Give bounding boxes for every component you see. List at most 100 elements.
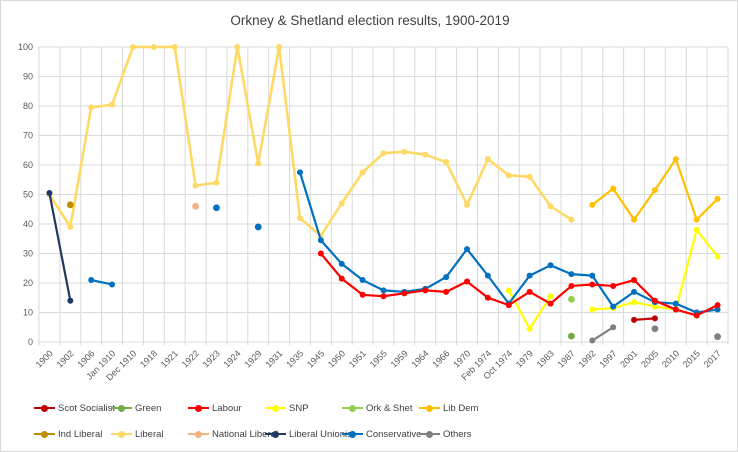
series-marker-labour [589,281,596,288]
series-marker-conservative [547,262,554,269]
y-axis-label: 40 [23,219,33,229]
series-marker-labour [568,282,575,289]
series-marker-labour [505,302,512,309]
x-axis-label: 1902 [54,348,75,369]
series-marker-conservative [380,287,387,294]
series-marker-labour [443,288,450,295]
series-marker-others [589,337,596,344]
series-marker-conservative [610,303,617,310]
series-marker-scot-socialist [631,316,638,323]
y-axis-label: 20 [23,278,33,288]
series-marker-liberal [338,200,345,207]
chart-legend: Scot Socialist Green Labour SNP Ork & Shet Li… [34,402,496,440]
series-marker-conservative [464,246,471,253]
legend-item: Ork & Shet [342,402,419,414]
series-marker-liberal [443,159,450,166]
series-marker-conservative [714,306,721,313]
series-marker-labour [610,282,617,289]
y-axis-label: 70 [23,131,33,141]
legend-dot [41,430,48,438]
legend-marker-icon [342,404,363,413]
series-marker-conservative [88,277,95,284]
y-axis-label: 50 [23,190,33,200]
series-marker-labour [359,291,366,298]
series-marker-labour [380,293,387,300]
series-marker-snp [505,287,512,294]
series-marker-labour [672,306,679,313]
series-marker-labour [547,300,554,307]
series-marker-conservative [359,277,366,284]
series-line-scot-socialist [632,317,657,321]
legend-label: Others [443,428,472,440]
series-marker-snp [714,253,721,260]
legend-marker-icon [34,404,55,413]
legend-dot [41,404,48,412]
x-axis-label: 1966 [430,348,451,369]
series-marker-liberal-unionist [67,297,74,304]
legend-item: Liberal [111,428,188,440]
x-axis-label: 1924 [222,348,243,369]
series-line-labour [319,252,719,317]
series-marker-liberal [109,101,116,108]
series-marker-conservative [589,272,596,279]
series-marker-liberal [171,44,178,50]
series-marker-labour [484,294,491,301]
legend-dot [272,404,279,412]
series-marker-snp [547,293,554,300]
series-marker-liberal [505,172,512,179]
y-axis-label: 60 [23,160,33,170]
legend-marker-icon [265,430,286,439]
legend-label: Green [135,402,162,414]
series-marker-others [651,325,659,333]
x-axis-label: 1945 [305,348,326,369]
y-axis-label: 0 [28,337,33,347]
series-marker-liberal [464,201,471,208]
legend-dot [195,430,202,438]
x-axis-label: 1923 [201,348,222,369]
y-axis-label: 10 [23,308,33,318]
series-marker-conservative [338,260,345,267]
series-marker-conservative [296,169,303,176]
series-marker-liberal [547,203,554,210]
legend-dot [272,430,279,438]
x-axis-label: 1955 [368,348,389,369]
x-axis-label: 1987 [556,348,577,369]
x-axis-label: 1929 [242,348,263,369]
y-axis-label: 90 [23,72,33,82]
series-marker-others [714,333,721,341]
x-axis-label: 1921 [159,348,180,369]
series-marker-liberal [526,173,533,180]
chart-title: Orkney & Shetland election results, 1900… [230,13,510,28]
series-marker-liberal [213,179,220,186]
x-axis-label: 1950 [326,348,347,369]
series-marker-conservative [254,223,262,231]
legend-dot [426,404,433,412]
legend-item: SNP [265,402,342,414]
legend-marker-icon [188,404,209,413]
x-axis-label: 2001 [618,348,639,369]
x-axis-label: 1951 [347,348,368,369]
series-marker-labour [401,290,408,297]
series-marker-liberal [276,44,283,50]
series-marker-conservative [631,288,638,295]
legend-dot [426,430,433,438]
series-marker-scot-socialist [651,315,658,322]
legend-marker-icon [342,430,363,439]
series-marker-lib-dem [672,156,679,163]
series-line-liberal-unionist [48,191,72,302]
series-marker-liberal [422,151,429,158]
series-marker-conservative [568,271,575,278]
series-marker-lib-dem [631,216,638,223]
series-marker-labour [693,312,700,319]
series-line-others [591,326,615,342]
x-axis-label: 1935 [284,348,305,369]
series-marker-labour [317,250,324,257]
legend-label: Liberal [135,428,164,440]
y-axis-label: 80 [23,101,33,111]
legend-marker-icon [111,430,132,439]
x-axis-label: 2005 [639,348,660,369]
legend-label: Labour [212,402,242,414]
series-marker-labour [714,302,721,309]
legend-item: Liberal Unionist [265,428,354,440]
